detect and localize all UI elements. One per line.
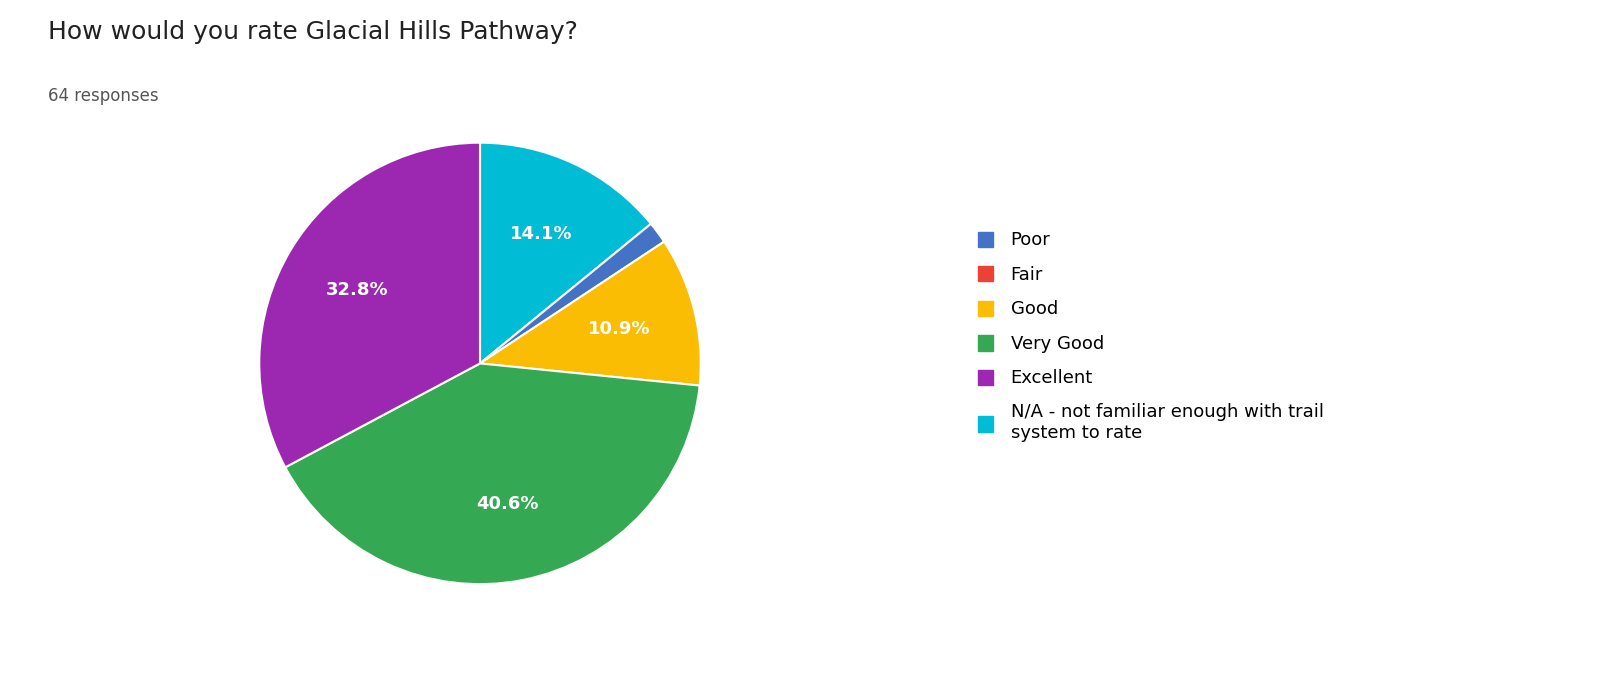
Wedge shape [480, 224, 664, 363]
Wedge shape [480, 143, 651, 363]
Text: 40.6%: 40.6% [477, 495, 539, 513]
Text: 32.8%: 32.8% [326, 281, 389, 299]
Legend: Poor, Fair, Good, Very Good, Excellent, N/A - not familiar enough with trail
sys: Poor, Fair, Good, Very Good, Excellent, … [970, 222, 1333, 451]
Wedge shape [480, 242, 701, 386]
Wedge shape [259, 143, 480, 467]
Text: How would you rate Glacial Hills Pathway?: How would you rate Glacial Hills Pathway… [48, 20, 578, 44]
Text: 14.1%: 14.1% [510, 225, 573, 243]
Text: 10.9%: 10.9% [589, 320, 651, 338]
Text: 64 responses: 64 responses [48, 87, 158, 106]
Wedge shape [285, 363, 699, 584]
